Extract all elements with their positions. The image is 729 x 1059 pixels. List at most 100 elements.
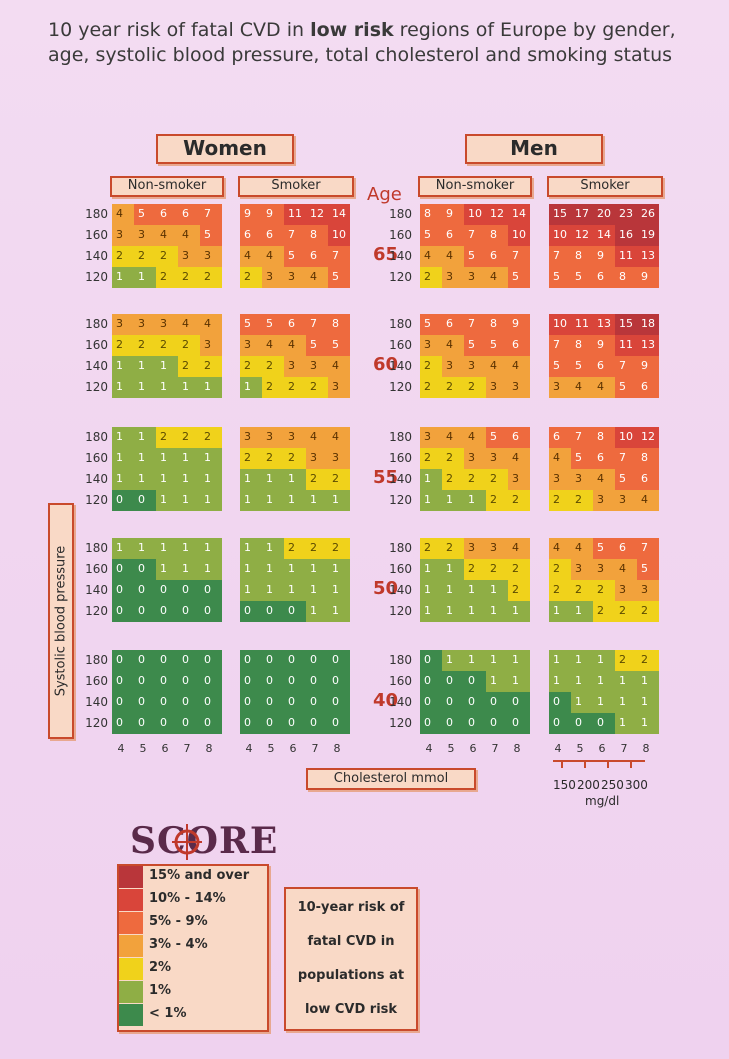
risk-cell: 3	[284, 427, 306, 448]
risk-cell: 1	[486, 601, 508, 622]
risk-cell: 0	[156, 601, 178, 622]
risk-cell: 2	[637, 601, 659, 622]
risk-cell: 1	[615, 671, 637, 692]
risk-cell: 4	[508, 448, 530, 469]
risk-cell: 0	[508, 692, 530, 713]
risk-cell: 1	[200, 469, 222, 490]
risk-cell: 0	[262, 692, 284, 713]
risk-cell: 0	[178, 671, 200, 692]
risk-cell: 3	[442, 267, 464, 288]
risk-cell: 1	[112, 377, 134, 398]
risk-cell: 4	[306, 427, 328, 448]
risk-cell: 2	[178, 267, 200, 288]
risk-cell: 0	[178, 713, 200, 734]
risk-cell: 0	[200, 580, 222, 601]
risk-cell: 2	[328, 469, 350, 490]
risk-cell: 1	[284, 469, 306, 490]
risk-cell: 1	[571, 601, 593, 622]
sbp-tick-label: 140	[85, 695, 108, 709]
risk-cell: 1	[112, 427, 134, 448]
risk-cell: 5	[200, 225, 222, 246]
risk-cell: 1	[420, 469, 442, 490]
risk-cell: 9	[637, 356, 659, 377]
risk-cell: 1	[549, 601, 571, 622]
risk-cell: 8	[486, 314, 508, 335]
risk-cell: 2	[420, 267, 442, 288]
risk-cell: 2	[306, 377, 328, 398]
risk-cell: 5	[240, 314, 262, 335]
age-label: 55	[373, 467, 399, 488]
risk-cell: 1	[486, 650, 508, 671]
sbp-tick-label: 180	[389, 317, 412, 331]
risk-cell: 0	[240, 650, 262, 671]
risk-cell: 2	[486, 490, 508, 511]
risk-cell: 0	[134, 559, 156, 580]
risk-cell: 11	[615, 246, 637, 267]
risk-cell: 1	[156, 538, 178, 559]
risk-cell: 1	[442, 490, 464, 511]
cholesterol-tick-label: 8	[513, 742, 521, 755]
risk-cell: 1	[134, 377, 156, 398]
risk-cell: 0	[112, 671, 134, 692]
risk-cell: 1	[134, 469, 156, 490]
mgdl-tick-label: 300	[625, 778, 648, 792]
sbp-tick-label: 180	[85, 653, 108, 667]
risk-cell: 6	[637, 377, 659, 398]
mgdl-tick-label: 150	[553, 778, 576, 792]
risk-cell: 0	[284, 692, 306, 713]
cholesterol-tick-label: 4	[245, 742, 253, 755]
risk-cell: 1	[284, 490, 306, 511]
risk-cell: 1	[593, 671, 615, 692]
risk-cell: 7	[549, 335, 571, 356]
risk-cell: 0	[571, 713, 593, 734]
risk-cell: 5	[593, 538, 615, 559]
sbp-tick-label: 120	[389, 493, 412, 507]
cholesterol-tick-label: 8	[642, 742, 650, 755]
risk-cell: 1	[593, 650, 615, 671]
risk-cell: 3	[134, 225, 156, 246]
risk-cell: 3	[262, 427, 284, 448]
note-box: 10-year risk of fatal CVD in populations…	[284, 887, 418, 1031]
sbp-tick-label: 120	[389, 380, 412, 394]
risk-cell: 0	[328, 650, 350, 671]
sbp-tick-label: 140	[389, 359, 412, 373]
risk-cell: 0	[328, 713, 350, 734]
risk-cell: 8	[615, 267, 637, 288]
risk-cell: 1	[464, 580, 486, 601]
risk-cell: 14	[328, 204, 350, 225]
risk-cell: 0	[178, 692, 200, 713]
sbp-tick-label: 120	[85, 716, 108, 730]
risk-cell: 1	[464, 601, 486, 622]
risk-cell: 2	[549, 559, 571, 580]
risk-cell: 1	[178, 538, 200, 559]
risk-cell: 2	[306, 538, 328, 559]
risk-cell: 0	[240, 713, 262, 734]
risk-cell: 4	[442, 335, 464, 356]
risk-cell: 1	[156, 356, 178, 377]
sbp-tick-label: 160	[85, 451, 108, 465]
risk-cell: 1	[328, 559, 350, 580]
risk-cell: 5	[134, 204, 156, 225]
risk-cell: 1	[112, 267, 134, 288]
risk-cell: 8	[328, 314, 350, 335]
risk-cell: 2	[328, 538, 350, 559]
sbp-tick-label: 120	[389, 270, 412, 284]
risk-cell: 4	[178, 314, 200, 335]
risk-cell: 16	[615, 225, 637, 246]
risk-cell: 1	[328, 601, 350, 622]
risk-cell: 1	[284, 559, 306, 580]
risk-cell: 4	[508, 538, 530, 559]
women-nonsmoker-header: Non-smoker	[110, 176, 224, 197]
women-header: Women	[156, 134, 294, 164]
risk-cell: 1	[420, 601, 442, 622]
risk-cell: 7	[200, 204, 222, 225]
sbp-tick-label: 180	[389, 430, 412, 444]
mgdl-tick-mark	[607, 760, 609, 768]
risk-cell: 0	[420, 671, 442, 692]
risk-cell: 1	[200, 377, 222, 398]
risk-cell: 9	[593, 335, 615, 356]
risk-cell: 2	[284, 448, 306, 469]
note-line: low CVD risk	[304, 1002, 398, 1017]
risk-cell: 1	[134, 448, 156, 469]
cholesterol-tick-label: 6	[469, 742, 477, 755]
